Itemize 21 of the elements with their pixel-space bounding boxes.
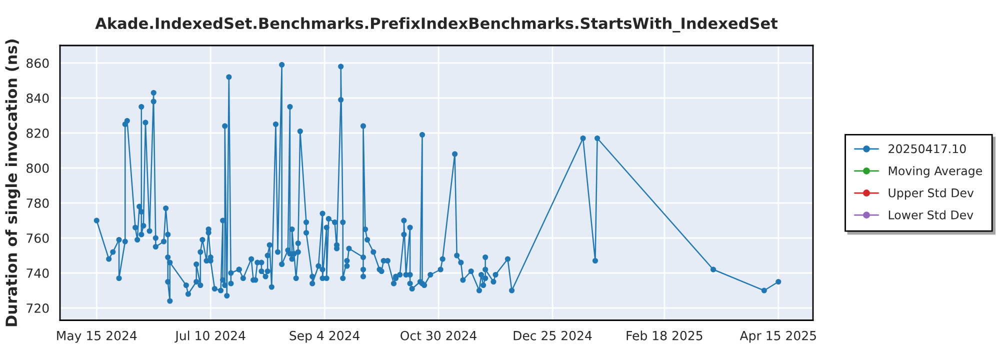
y-tick-label: 820 — [26, 128, 49, 138]
y-tick-label: 800 — [26, 163, 49, 173]
y-tick-label: 760 — [26, 233, 49, 243]
x-tick-label: Jul 10 2024 — [174, 330, 246, 343]
y-tick-label: 780 — [26, 198, 49, 208]
y-tick-label: 720 — [26, 303, 49, 313]
y-tick-label: 860 — [26, 58, 49, 68]
x-tick-label: Oct 30 2024 — [400, 330, 476, 340]
y-axis-title: Duration of single invocation (ns) — [5, 40, 20, 326]
x-tick-label: Dec 25 2024 — [514, 330, 592, 340]
x-tick-label: Feb 18 2025 — [626, 330, 702, 340]
y-tick-label: 740 — [26, 268, 49, 278]
legend-label: Upper Std Dev — [888, 188, 974, 200]
y-tick-label: 840 — [26, 93, 49, 103]
x-tick-label: May 15 2024 — [57, 330, 137, 343]
legend-label: Lower Std Dev — [888, 210, 974, 220]
x-tick-label: Apr 15 2025 — [740, 330, 816, 343]
legend-label: Moving Average — [888, 166, 982, 178]
x-tick-label: Sep 4 2024 — [290, 330, 360, 343]
chart-title: Akade.IndexedSet.Benchmarks.PrefixIndexBenchmarks.StartsWith_IndexedSet — [95, 17, 778, 32]
legend-label: 20250417.10 — [888, 144, 966, 154]
